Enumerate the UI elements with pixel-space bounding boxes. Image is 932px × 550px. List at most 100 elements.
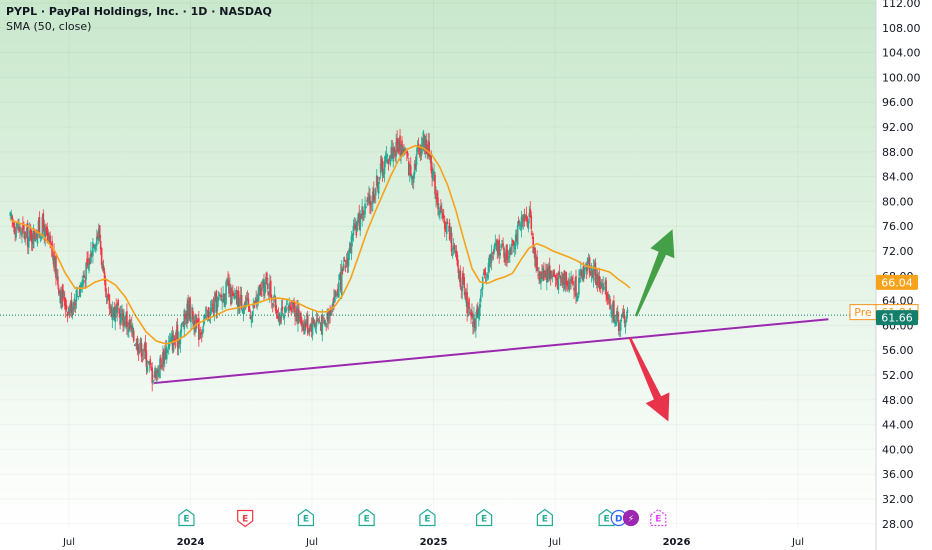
earnings-marker[interactable]: E [536, 508, 553, 527]
candle [97, 223, 100, 245]
candle [446, 218, 449, 225]
candle [228, 273, 230, 298]
support-trendline[interactable] [153, 318, 829, 385]
earnings-marker[interactable]: E [358, 508, 375, 527]
candle [283, 307, 286, 325]
candle [396, 130, 398, 152]
earnings-marker[interactable]: E [476, 508, 493, 527]
candle [331, 304, 333, 316]
candle [149, 355, 152, 369]
candle [583, 267, 586, 279]
sma-50-line[interactable] [10, 144, 631, 345]
candle [406, 149, 408, 162]
sma-indicator-label[interactable]: SMA (50, close) [6, 20, 92, 33]
candle [9, 211, 12, 220]
candle [235, 286, 238, 305]
last-price-badge[interactable]: 61.66 [876, 310, 918, 326]
candle [140, 338, 143, 363]
candle [83, 269, 85, 279]
candle [91, 252, 93, 258]
candle [54, 256, 56, 275]
candle [48, 232, 50, 245]
candle [367, 192, 369, 206]
candle [113, 302, 116, 321]
candle [107, 287, 110, 301]
candle [310, 317, 313, 338]
earnings-marker[interactable]: E [297, 508, 315, 527]
candle [60, 286, 63, 310]
candle [509, 244, 511, 263]
upcoming-earnings-marker[interactable]: E [650, 508, 667, 527]
y-tick-label: 96.00 [882, 96, 914, 109]
candle [298, 304, 300, 324]
candle [136, 335, 139, 356]
candle [511, 237, 513, 256]
candle [81, 275, 84, 293]
candle [448, 218, 451, 241]
candle [59, 290, 61, 304]
candle [226, 277, 228, 288]
candle [599, 276, 602, 294]
symbol-title[interactable]: PYPL · PayPal Holdings, Inc. · 1D · NASD… [6, 5, 272, 18]
candle [565, 271, 568, 291]
y-tick-label: 44.00 [882, 419, 914, 432]
sma-value-badge[interactable]: 66.04 [876, 274, 918, 290]
candle [95, 242, 97, 254]
candle [100, 247, 103, 269]
candle [353, 216, 356, 232]
candle [572, 274, 574, 288]
candle [201, 326, 204, 338]
candle [341, 265, 344, 275]
candle [138, 342, 141, 355]
split-marker[interactable]: ⚡ [622, 509, 640, 527]
candle [302, 321, 304, 331]
candle [185, 310, 188, 328]
candle [123, 309, 125, 332]
candle [613, 295, 615, 324]
candle [42, 209, 45, 232]
candle [420, 136, 423, 161]
x-tick-label: Jul [305, 537, 318, 548]
candle [428, 133, 431, 161]
candle [569, 278, 571, 291]
candle [262, 278, 264, 288]
candle [375, 169, 378, 188]
bearish-arrow[interactable] [628, 337, 670, 422]
candle [153, 370, 155, 382]
earnings-marker[interactable]: E [178, 508, 195, 527]
earnings-marker[interactable]: E [419, 508, 436, 527]
candle [336, 291, 338, 300]
candle [468, 296, 470, 316]
candle [196, 313, 198, 329]
candle [14, 226, 16, 242]
candle [151, 361, 153, 392]
candle [244, 295, 247, 311]
candle [373, 181, 375, 203]
time-scale[interactable] [0, 530, 876, 550]
candle [451, 248, 454, 259]
candle [529, 201, 532, 218]
candle [67, 306, 70, 315]
candle [177, 331, 180, 356]
candle [424, 135, 427, 159]
candle [18, 218, 20, 232]
candle [515, 229, 518, 242]
candle [602, 276, 604, 293]
candle [324, 319, 327, 328]
candle [259, 284, 261, 296]
candle [438, 203, 440, 218]
earnings-marker[interactable]: E [237, 509, 254, 528]
candle [603, 286, 605, 291]
candle [445, 218, 448, 241]
candle [320, 314, 323, 335]
candle [64, 297, 67, 318]
candle [323, 317, 326, 325]
candle [119, 306, 121, 330]
candle [88, 257, 90, 274]
bullish-arrow[interactable] [634, 229, 675, 317]
candle [579, 268, 581, 284]
candle [390, 140, 393, 162]
candle [409, 157, 412, 178]
